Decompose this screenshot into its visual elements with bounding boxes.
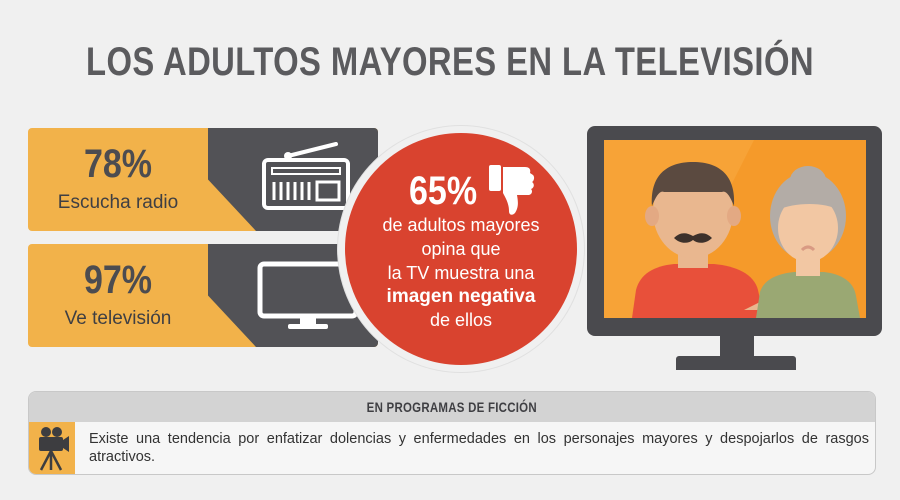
tv-stand-neck <box>720 336 754 358</box>
stat-label: Ve televisión <box>64 308 172 329</box>
highlight-circle: 65% de adultos mayores opina que la TV m… <box>338 126 584 372</box>
highlight-line: de ellos <box>429 310 493 330</box>
stat-card-radio: 78% Escucha radio <box>28 128 378 231</box>
fiction-icon-box <box>29 422 75 474</box>
fiction-heading: EN PROGRAMAS DE FICCIÓN <box>29 392 875 422</box>
page-title: LOS ADULTOS MAYORES EN LA TELEVISIÓN <box>86 40 814 84</box>
fiction-text: Existe una tendencia por enfatizar dolen… <box>89 431 869 465</box>
elderly-couple-illustration <box>632 140 866 318</box>
tv-illustration <box>587 126 882 336</box>
tv-stand-base <box>676 356 796 370</box>
highlight-line: de adultos mayores <box>382 215 540 235</box>
stat-label: Escucha radio <box>57 192 179 213</box>
stat-percent: 97% <box>83 258 153 302</box>
fiction-heading-text: EN PROGRAMAS DE FICCIÓN <box>366 399 538 415</box>
highlight-line: la TV muestra una <box>387 263 535 283</box>
thumbs-down-icon <box>489 165 535 215</box>
tv-screen <box>604 140 866 318</box>
movie-camera-icon <box>39 427 69 471</box>
stat-percent: 78% <box>83 142 153 186</box>
stat-card-tv: 97% Ve televisión <box>28 244 378 347</box>
highlight-bold-line: imagen negativa <box>386 286 536 307</box>
highlight-line: opina que <box>421 239 501 259</box>
highlight-percent: 65% <box>409 169 478 213</box>
fiction-panel: EN PROGRAMAS DE FICCIÓN Existe una tende… <box>28 391 876 475</box>
radio-icon <box>262 142 350 210</box>
